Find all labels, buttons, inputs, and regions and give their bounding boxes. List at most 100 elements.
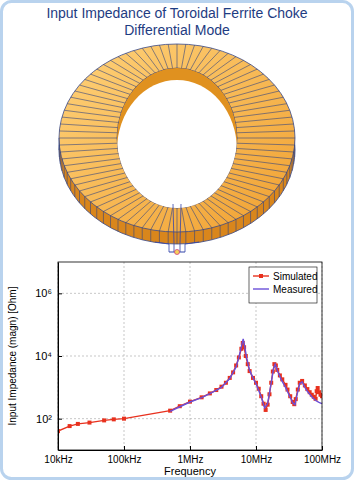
winding: [67, 104, 121, 113]
x-tick-mark: [322, 446, 323, 450]
winding-side: [243, 216, 244, 228]
winding: [224, 79, 269, 94]
winding-side: [133, 226, 134, 238]
winding: [186, 45, 195, 69]
plot-background: [58, 262, 322, 450]
winding: [97, 69, 136, 87]
x-tick: 1MHz: [177, 446, 203, 465]
winding: [151, 206, 164, 229]
winding-side: [289, 166, 290, 178]
winding-side: [211, 228, 212, 240]
x-tick-label: 10MHz: [241, 454, 273, 465]
x-axis-title: Frequency: [164, 465, 216, 477]
winding-side: [64, 166, 65, 178]
winding: [218, 189, 257, 207]
marker: [112, 417, 116, 421]
winding-side: [286, 172, 287, 184]
winding-side: [142, 228, 143, 240]
winding-side: [159, 231, 160, 243]
winding: [235, 117, 292, 122]
winding: [233, 104, 287, 113]
winding: [190, 206, 203, 229]
legend-label: Simulated: [273, 271, 317, 282]
winding: [71, 168, 123, 178]
x-tick: 100kHz: [108, 446, 142, 465]
winding-side: [228, 223, 229, 235]
feed-wire: [180, 204, 181, 252]
winding: [234, 159, 289, 166]
winding-side: [263, 202, 264, 214]
windings: [59, 44, 295, 244]
hole-opening: [117, 80, 237, 220]
winding: [60, 148, 117, 152]
winding-side: [70, 179, 71, 191]
winding-side: [257, 207, 258, 219]
x-tick-mark: [256, 446, 257, 450]
y-tick: 10²: [36, 413, 62, 425]
marker: [102, 418, 106, 422]
grid-line-y: [58, 356, 322, 357]
winding: [64, 110, 119, 117]
subtitle: Differential Mode: [124, 22, 230, 38]
grid-line-y: [58, 418, 322, 419]
winding-side: [96, 207, 97, 219]
x-tick-mark: [190, 446, 191, 450]
y-tick: 10⁶: [35, 287, 62, 299]
x-tick-mark: [124, 446, 125, 450]
winding-side: [90, 202, 91, 214]
page: Input Impedance of Toroidal Ferrite Chok…: [0, 0, 354, 480]
winding: [60, 124, 117, 128]
x-tick-label: 100kHz: [108, 454, 142, 465]
marker: [68, 424, 72, 428]
marker: [122, 417, 126, 421]
winding: [231, 168, 283, 178]
legend: Simulated Measured: [249, 267, 317, 303]
winding-side: [168, 232, 169, 244]
x-tick-label: 10kHz: [44, 454, 72, 465]
winding-side: [250, 211, 251, 223]
winding-side: [203, 230, 204, 242]
winding-side: [279, 185, 280, 197]
winding: [177, 44, 178, 68]
winding: [190, 46, 203, 69]
winding: [186, 207, 195, 231]
winding-side: [74, 185, 75, 197]
winding: [237, 131, 295, 133]
winding-side: [61, 159, 62, 171]
y-tick-label: 10⁴: [35, 350, 52, 362]
y-axis: 10² 10⁴ 10⁶: [35, 263, 62, 451]
winding-side: [185, 232, 186, 244]
x-axis-line: [59, 450, 323, 451]
winding-side: [292, 159, 293, 171]
winding: [195, 205, 212, 228]
grid: [58, 262, 322, 450]
winding: [59, 138, 117, 139]
toroid: [59, 44, 295, 255]
winding-side: [177, 232, 178, 244]
winding-side: [103, 211, 104, 223]
winding: [237, 143, 295, 145]
winding: [199, 203, 220, 225]
winding: [134, 50, 155, 72]
marker: [76, 422, 80, 426]
winding: [71, 97, 123, 107]
winding: [159, 45, 168, 69]
series: [58, 341, 322, 433]
winding: [67, 164, 121, 173]
feed-wire: [155, 242, 169, 252]
winding-side: [236, 219, 237, 231]
winding: [80, 177, 128, 191]
legend-label: Measured: [273, 284, 317, 295]
winding: [195, 48, 212, 71]
winding-side: [194, 231, 195, 243]
series: [170, 339, 322, 411]
winding: [181, 44, 185, 68]
winding: [151, 46, 164, 69]
feed-wires: [155, 204, 199, 255]
winding-side: [274, 191, 275, 203]
winding-side: [110, 216, 111, 228]
feed-wire: [173, 204, 174, 252]
winding: [227, 177, 275, 191]
winding: [233, 164, 287, 173]
winding: [62, 154, 119, 159]
